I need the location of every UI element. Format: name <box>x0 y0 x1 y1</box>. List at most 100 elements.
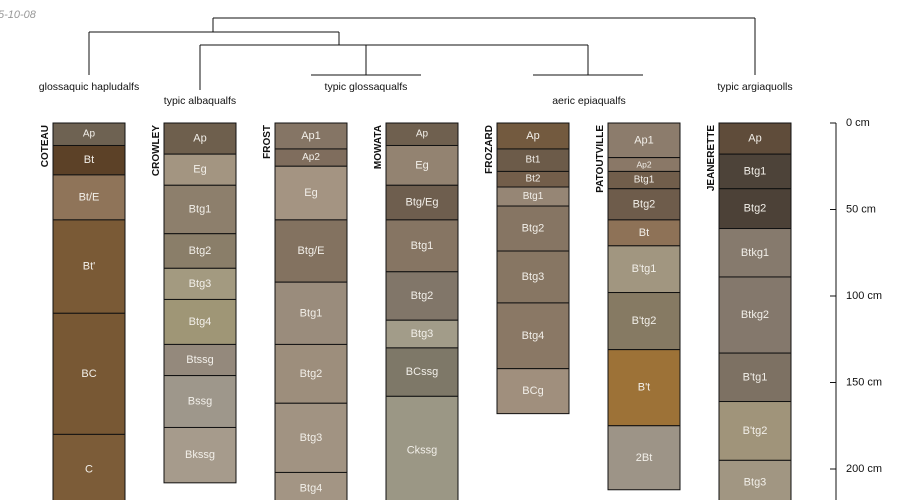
horizon-label: B'tg1 <box>632 263 657 275</box>
horizon-box <box>274 471 348 500</box>
horizon-label: Btg3 <box>411 328 434 340</box>
horizon-label: Ap1 <box>634 134 654 146</box>
profile-coteau: COTEAU Ap Bt Bt/E Bt' BC C <box>40 122 126 500</box>
horizon-box <box>52 144 126 176</box>
horizon-box <box>163 122 237 155</box>
horizon-box <box>163 343 237 377</box>
group-label: typic argiaquolls <box>717 81 792 93</box>
horizon-box <box>607 349 681 427</box>
horizon-label: Ckssg <box>407 445 438 457</box>
depth-axis: 0 cm 50 cm 100 cm 150 cm 200 cm <box>830 117 882 500</box>
horizon-label: Ap <box>748 133 761 145</box>
profile-frozard: FROZARD Ap Bt1 Bt2 Btg1 Btg2 Btg3 Btg4 BCg <box>484 122 570 415</box>
horizon-box <box>385 395 459 500</box>
horizon-label: C <box>85 464 93 476</box>
horizon-box <box>718 228 792 278</box>
header-date: 5-10-08 <box>0 9 37 21</box>
horizon-label: B'tg1 <box>743 371 768 383</box>
horizon-box <box>274 122 348 150</box>
horizon-label: Bt2 <box>525 174 540 185</box>
horizon-label: Btg1 <box>411 240 434 252</box>
horizon-label: BCssg <box>406 366 438 378</box>
horizon-label: Btg1 <box>634 175 655 186</box>
horizon-label: Eg <box>415 159 428 171</box>
horizon-label: Btg1 <box>744 165 767 177</box>
horizon-label: BC <box>81 368 96 380</box>
horizon-box <box>607 425 681 491</box>
horizon-label: Bkssg <box>185 449 215 461</box>
horizon-label: Btg2 <box>744 203 767 215</box>
profile-name: FROZARD <box>484 125 495 174</box>
horizon-box <box>385 319 459 349</box>
tick-label: 0 cm <box>846 117 870 129</box>
horizon-box <box>52 312 126 435</box>
horizon-box <box>163 267 237 300</box>
horizon-box <box>496 205 570 252</box>
horizon-label: Btg3 <box>189 278 212 290</box>
horizon-label: Ap2 <box>636 160 651 170</box>
profile-name: PATOUTVILLE <box>595 125 606 193</box>
horizon-label: Ap <box>416 129 429 140</box>
group-labels: glossaquic hapludalfs typic albaqualfs typ… <box>39 81 793 107</box>
profiles: COTEAU Ap Bt Bt/E Bt' BC C CROWLEY Ap Eg Btg1 Btg2 B… <box>40 122 792 500</box>
profile-crowley: CROWLEY Ap Eg Btg1 Btg2 Btg3 Btg4 Btssg Bssg Bkss… <box>151 122 237 484</box>
horizon-box <box>718 401 792 461</box>
horizon-label: Bt' <box>83 261 96 273</box>
group-label: typic albaqualfs <box>164 95 236 107</box>
horizon-box <box>274 219 348 283</box>
horizon-box <box>163 233 237 269</box>
profile-name: CROWLEY <box>151 125 162 176</box>
horizon-label: Btg1 <box>300 307 323 319</box>
horizon-label: 2Bt <box>636 452 653 464</box>
horizon-label: Btg4 <box>300 483 323 495</box>
profile-name: MOWATA <box>373 125 384 169</box>
horizon-box <box>274 343 348 404</box>
horizon-label: Eg <box>304 187 317 199</box>
horizon-label: Bssg <box>188 396 212 408</box>
horizon-label: Btg4 <box>522 330 545 342</box>
horizon-box <box>718 188 792 230</box>
tick-label: 100 cm <box>846 290 882 302</box>
horizon-label: Btg2 <box>633 198 656 210</box>
horizon-label: Btg/E <box>298 245 325 257</box>
horizon-label: Ap <box>193 133 206 145</box>
horizon-label: Btg2 <box>300 368 323 380</box>
horizon-label: Btg/Eg <box>405 197 438 209</box>
horizon-label: B't <box>638 382 651 394</box>
horizon-box <box>163 184 237 235</box>
horizon-box <box>52 219 126 314</box>
tick-label: 150 cm <box>846 377 882 389</box>
horizon-label: Ap1 <box>301 130 321 142</box>
horizon-label: BCg <box>522 385 543 397</box>
horizon-label: Btg1 <box>189 204 212 216</box>
horizon-label: Ap <box>526 130 539 142</box>
horizon-box <box>385 144 459 186</box>
horizon-label: Eg <box>193 164 206 176</box>
profile-name: JEANERETTE <box>706 125 717 191</box>
horizon-box <box>718 276 792 354</box>
horizon-label: Btg2 <box>411 290 434 302</box>
horizon-box <box>52 433 126 500</box>
profile-patoutville: PATOUTVILLE Ap1 Ap2 Btg1 Btg2 Bt B'tg1 B'tg2 B't… <box>595 122 681 491</box>
horizon-label: Btkg1 <box>741 247 769 259</box>
horizon-label: Ap <box>83 129 96 140</box>
group-label: typic glossaqualfs <box>325 81 408 93</box>
horizon-label: B'tg2 <box>743 425 768 437</box>
group-label: aeric epiaqualfs <box>552 95 626 107</box>
horizon-label: Btg2 <box>189 245 212 257</box>
horizon-box <box>496 368 570 415</box>
horizon-box <box>718 459 792 500</box>
horizon-box <box>52 174 126 221</box>
group-label: glossaquic hapludalfs <box>39 81 139 93</box>
horizon-label: Btg3 <box>744 477 767 489</box>
horizon-box <box>163 375 237 428</box>
horizon-box <box>274 281 348 345</box>
horizon-box <box>385 347 459 397</box>
tick-label: 50 cm <box>846 204 876 216</box>
horizon-label: Btg3 <box>522 271 545 283</box>
horizon-box <box>718 122 792 155</box>
horizon-label: B'tg2 <box>632 315 657 327</box>
horizon-box <box>163 298 237 345</box>
horizon-label: Btssg <box>186 354 214 366</box>
